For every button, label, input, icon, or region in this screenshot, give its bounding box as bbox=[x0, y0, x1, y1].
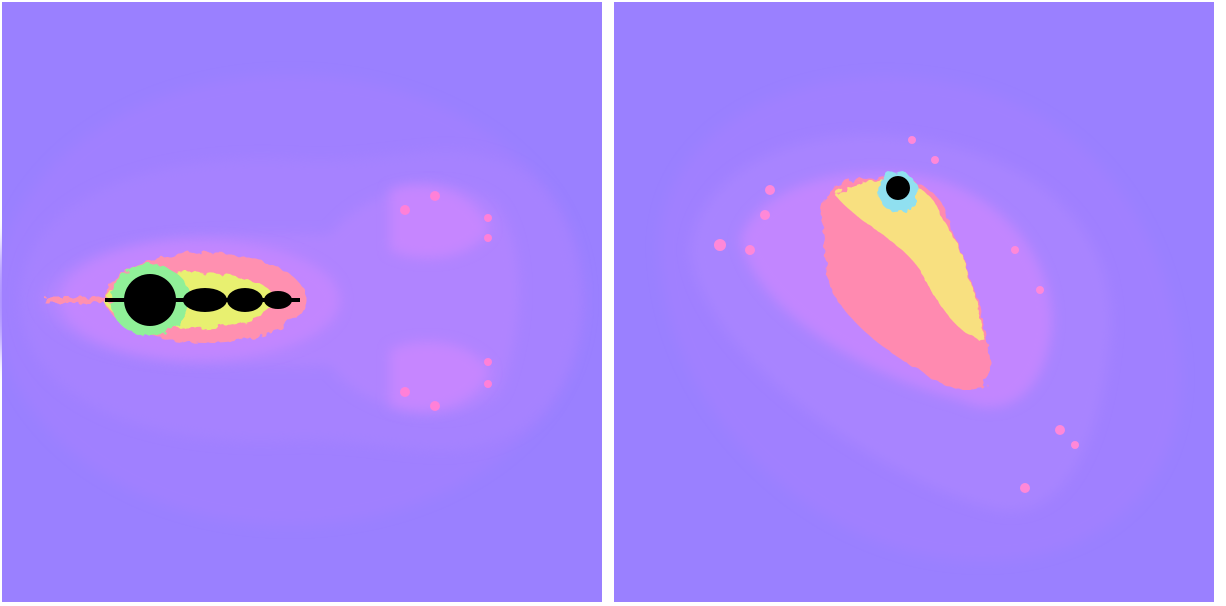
left-fractal-panel bbox=[0, 2, 602, 602]
satellites bbox=[400, 191, 492, 411]
fractal-set bbox=[105, 274, 300, 326]
right-fractal-panel bbox=[614, 2, 1214, 602]
fractal-set bbox=[886, 176, 910, 200]
lobe bbox=[390, 184, 490, 411]
satellites bbox=[714, 136, 1079, 493]
